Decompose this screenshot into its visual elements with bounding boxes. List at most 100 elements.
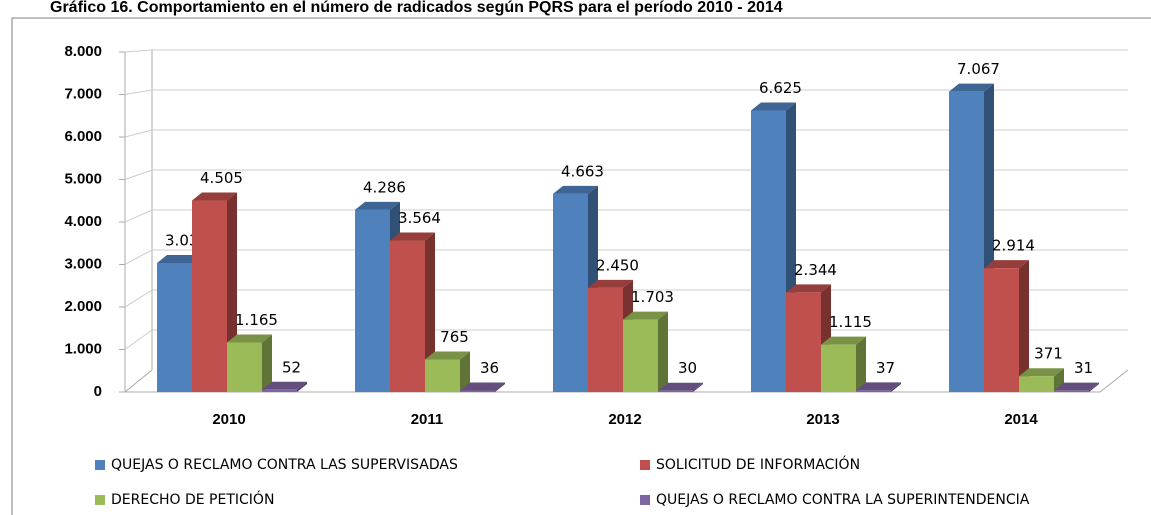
- data-label: 1.115: [829, 313, 872, 331]
- bar: [460, 382, 505, 392]
- bar: [623, 311, 668, 392]
- bar-top: [658, 382, 703, 391]
- y-tick-label: 8.000: [64, 43, 102, 60]
- legend-swatch: [640, 460, 650, 470]
- y-tick-label: 1.000: [64, 340, 102, 357]
- bar: [984, 260, 1029, 392]
- data-label: 4.286: [363, 178, 406, 196]
- bar-side: [693, 382, 703, 392]
- bar: [390, 232, 435, 392]
- data-label: 7.067: [957, 60, 1000, 78]
- legend-label: SOLICITUD DE INFORMACIÓN: [656, 455, 860, 473]
- bar: [192, 192, 237, 392]
- grid-line-side: [124, 329, 153, 350]
- grid-line-side: [124, 89, 153, 95]
- legend-swatch: [95, 460, 105, 470]
- bar-side: [1054, 368, 1064, 392]
- y-tick-label: 3.000: [64, 255, 102, 272]
- bar-top: [425, 351, 470, 360]
- data-label: 1.165: [235, 311, 278, 329]
- bar-front: [390, 240, 425, 392]
- bar: [949, 83, 994, 392]
- data-label: 371: [1034, 345, 1063, 363]
- bar: [658, 382, 703, 392]
- bar-side: [1089, 382, 1099, 392]
- y-tick-label: 6.000: [64, 128, 102, 145]
- bar-top: [1054, 382, 1099, 391]
- bar-top: [553, 185, 598, 194]
- x-tick-label: 2011: [411, 411, 444, 428]
- bar-side: [262, 334, 272, 392]
- bar-top: [390, 232, 435, 241]
- bar-side: [460, 351, 470, 392]
- data-label: 6.625: [759, 79, 802, 97]
- bar-front: [192, 200, 227, 392]
- chart-title: Gráfico 16. Comportamiento en el número …: [50, 0, 783, 16]
- data-label: 2.344: [794, 261, 837, 279]
- bar-front: [425, 359, 460, 392]
- bar-front: [658, 390, 693, 392]
- grid-line-side: [124, 249, 153, 265]
- bar-front: [949, 91, 984, 392]
- bar-top: [355, 201, 400, 210]
- bar-front: [1019, 376, 1054, 392]
- bar-side: [1019, 260, 1029, 392]
- bar-front: [856, 390, 891, 392]
- data-label: 30: [678, 359, 697, 377]
- data-label: 52: [282, 358, 301, 376]
- data-label: 2.450: [596, 256, 639, 274]
- bar-top: [786, 284, 831, 293]
- y-tick-label: 5.000: [64, 170, 102, 187]
- bar-front: [984, 268, 1019, 392]
- x-tick-label: 2014: [1004, 411, 1038, 428]
- bar-front: [588, 287, 623, 392]
- legend-swatch: [640, 495, 650, 505]
- bar: [262, 381, 307, 392]
- bar-front: [751, 110, 786, 392]
- data-label: 2.914: [992, 237, 1035, 255]
- data-label: 4.663: [561, 162, 604, 180]
- grid-line-side: [124, 129, 153, 138]
- x-tick-label: 2013: [806, 411, 839, 428]
- data-label: 4.505: [200, 169, 243, 187]
- grid-line-side: [124, 169, 153, 180]
- bar: [1019, 368, 1064, 392]
- bar-top: [227, 334, 272, 343]
- bar-side: [297, 381, 307, 392]
- bar-top: [192, 192, 237, 201]
- bar-top: [157, 254, 202, 263]
- bar-top: [949, 83, 994, 92]
- data-label: 37: [876, 359, 895, 377]
- bar-top: [821, 336, 866, 345]
- bar-front: [157, 262, 192, 392]
- bar-side: [856, 336, 866, 392]
- bar-top: [623, 311, 668, 320]
- y-tick-label: 4.000: [64, 213, 102, 230]
- bar: [425, 351, 470, 392]
- bar: [1054, 382, 1099, 392]
- grid-line-side: [124, 209, 153, 223]
- bar-top: [262, 381, 307, 390]
- bar-front: [460, 390, 495, 392]
- legend-swatch: [95, 495, 105, 505]
- bar-top: [856, 382, 901, 391]
- bar-top: [984, 260, 1029, 269]
- bar-front: [1054, 390, 1089, 392]
- bar-front: [355, 209, 390, 392]
- legend-label: QUEJAS O RECLAMO CONTRA LA SUPERINTENDEN…: [656, 492, 1030, 508]
- bar-top: [751, 102, 796, 111]
- legend-label: QUEJAS O RECLAMO CONTRA LAS SUPERVISADAS: [111, 457, 458, 473]
- bar-side: [658, 311, 668, 392]
- y-tick-label: 7.000: [64, 85, 102, 102]
- y-tick-label: 2.000: [64, 298, 102, 315]
- bar: [856, 382, 901, 392]
- bar-front: [227, 342, 262, 392]
- legend-label: DERECHO DE PETICIÓN: [111, 490, 274, 508]
- bar: [821, 336, 866, 392]
- bar-front: [821, 344, 856, 392]
- bar-side: [495, 382, 505, 392]
- data-label: 36: [480, 359, 499, 377]
- bar: [227, 334, 272, 392]
